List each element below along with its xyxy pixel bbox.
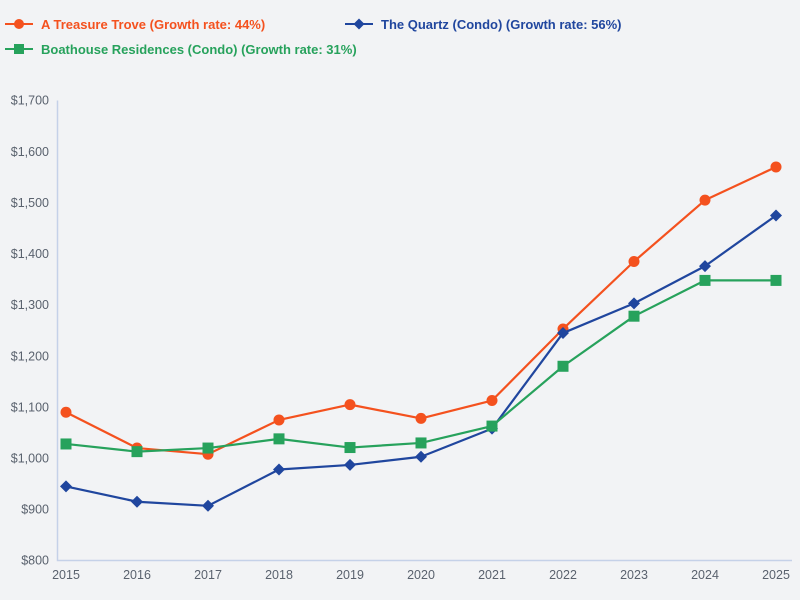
data-point-marker[interactable] xyxy=(344,458,356,471)
x-tick-label: 2016 xyxy=(123,568,151,582)
square-icon xyxy=(4,43,34,55)
data-point-marker[interactable] xyxy=(628,297,640,310)
data-point-marker[interactable] xyxy=(486,420,498,432)
data-point-marker[interactable] xyxy=(770,209,782,222)
y-tick-label: $1,300 xyxy=(11,298,49,312)
y-tick-label: $1,200 xyxy=(11,349,49,363)
x-tick-label: 2020 xyxy=(407,568,435,582)
data-point-marker[interactable] xyxy=(60,480,72,493)
y-tick-label: $1,700 xyxy=(11,94,49,108)
data-point-marker[interactable] xyxy=(486,395,498,407)
data-point-marker[interactable] xyxy=(60,438,72,450)
x-tick-label: 2023 xyxy=(620,568,648,582)
data-point-marker[interactable] xyxy=(415,437,427,449)
data-point-marker[interactable] xyxy=(273,433,285,445)
series-line-0 xyxy=(65,165,777,456)
axis-lines xyxy=(56,100,792,562)
data-point-marker[interactable] xyxy=(415,450,427,463)
data-point-marker[interactable] xyxy=(344,442,356,454)
series-line-2 xyxy=(65,279,776,453)
legend-item-label: A Treasure Trove (Growth rate: 44%) xyxy=(41,16,266,32)
data-point-marker[interactable] xyxy=(131,495,143,508)
data-point-marker[interactable] xyxy=(557,327,569,340)
data-point-marker[interactable] xyxy=(628,310,640,322)
y-tick-label: $1,600 xyxy=(11,145,49,159)
data-point-marker[interactable] xyxy=(770,274,782,286)
x-tick-label: 2019 xyxy=(336,568,364,582)
data-point-marker[interactable] xyxy=(131,446,143,458)
x-tick-label: 2022 xyxy=(549,568,577,582)
x-tick-label: 2025 xyxy=(762,568,790,582)
legend-item-2[interactable]: Boathouse Residences (Condo) (Growth rat… xyxy=(4,41,357,57)
data-point-marker[interactable] xyxy=(344,399,356,411)
y-tick-label: $1,100 xyxy=(11,400,49,414)
data-point-marker[interactable] xyxy=(557,360,569,372)
legend-item-label: The Quartz (Condo) (Growth rate: 56%) xyxy=(381,16,622,32)
y-tick-label: $1,400 xyxy=(11,247,49,261)
data-point-marker[interactable] xyxy=(415,412,427,424)
circle-icon xyxy=(4,18,34,30)
data-point-marker[interactable] xyxy=(60,406,72,418)
data-point-marker[interactable] xyxy=(770,161,782,173)
legend-item-1[interactable]: The Quartz (Condo) (Growth rate: 56%) xyxy=(344,16,622,32)
y-tick-label: $1,500 xyxy=(11,196,49,210)
x-tick-label: 2018 xyxy=(265,568,293,582)
diamond-icon xyxy=(344,18,374,30)
x-tick-label: 2015 xyxy=(52,568,80,582)
y-tick-label: $900 xyxy=(21,503,49,517)
data-point-marker[interactable] xyxy=(628,256,640,267)
x-tick-label: 2024 xyxy=(691,568,719,582)
data-point-marker[interactable] xyxy=(699,260,711,273)
data-point-marker[interactable] xyxy=(699,274,711,286)
legend-item-label: Boathouse Residences (Condo) (Growth rat… xyxy=(41,41,357,57)
x-tick-label: 2017 xyxy=(194,568,222,582)
data-point-marker[interactable] xyxy=(202,442,214,454)
y-tick-label: $1,000 xyxy=(11,451,49,465)
legend-item-0[interactable]: A Treasure Trove (Growth rate: 44%) xyxy=(4,16,265,32)
data-point-marker[interactable] xyxy=(699,194,711,206)
x-tick-label: 2021 xyxy=(478,568,506,582)
data-point-marker[interactable] xyxy=(273,414,285,426)
data-point-marker[interactable] xyxy=(202,499,214,512)
y-tick-label: $800 xyxy=(21,554,49,568)
data-point-marker[interactable] xyxy=(273,463,285,476)
